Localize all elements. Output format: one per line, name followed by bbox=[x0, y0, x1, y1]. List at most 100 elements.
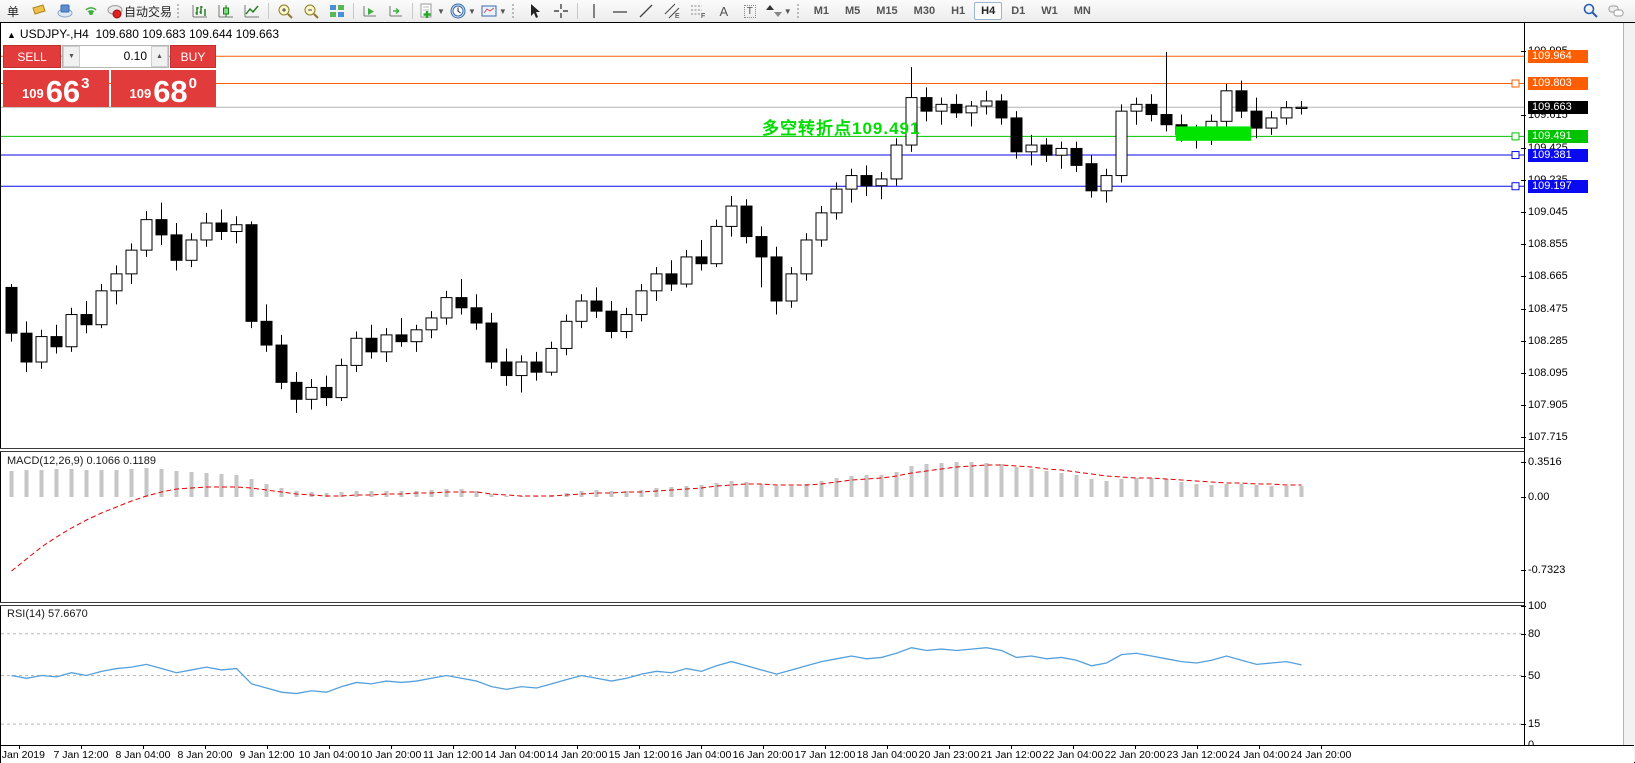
volume-increase-button[interactable]: ▲ bbox=[151, 46, 168, 67]
one-click-trade-panel: SELL ▼ 0.10 ▲ BUY 109 66 3 109 68 0 bbox=[3, 45, 216, 107]
panel-separator[interactable] bbox=[0, 448, 1635, 452]
sell-price-prefix: 109 bbox=[21, 86, 44, 101]
candle-body bbox=[575, 300, 588, 322]
candle-body bbox=[395, 334, 408, 343]
chart-shift-icon[interactable] bbox=[383, 1, 409, 21]
macd-bar bbox=[189, 472, 194, 497]
main-price-chart[interactable] bbox=[1, 23, 1524, 448]
zoom-in-icon[interactable] bbox=[272, 1, 298, 21]
macd-bar bbox=[99, 470, 104, 497]
rsi-axis-tick: 15 bbox=[1520, 718, 1541, 731]
candle-body bbox=[845, 175, 858, 190]
candle-body bbox=[890, 144, 903, 180]
time-axis[interactable]: 6 Jan 2019 7 Jan 12:00 8 Jan 04:00 8 Jan 20… bbox=[0, 745, 1634, 763]
timeframe-MN[interactable]: MN bbox=[1073, 5, 1091, 17]
time-label: 7 Jan 12:00 bbox=[53, 749, 109, 761]
candle-body bbox=[425, 317, 438, 331]
toolbar-grip bbox=[177, 4, 184, 18]
timeframe-M1[interactable]: M1 bbox=[813, 5, 829, 17]
community-icon[interactable] bbox=[52, 1, 78, 21]
time-tick bbox=[205, 746, 206, 749]
timeframe-H4[interactable]: H4 bbox=[974, 2, 1003, 20]
macd-bar bbox=[624, 491, 629, 497]
candle-body bbox=[20, 332, 33, 363]
timeframe-W1[interactable]: W1 bbox=[1041, 5, 1058, 17]
symbol-period-label: USDJPY-,H4 bbox=[19, 27, 89, 41]
periods-button[interactable]: ▼ bbox=[447, 1, 478, 21]
indicators-button[interactable]: ▼ bbox=[416, 1, 447, 21]
panel-separator[interactable] bbox=[0, 602, 1635, 606]
time-label: 16 Jan 20:00 bbox=[732, 749, 794, 761]
collapse-panel-icon[interactable]: ▲ bbox=[7, 30, 16, 40]
candle-body bbox=[440, 297, 453, 319]
time-tick bbox=[1073, 746, 1074, 749]
bar-chart-icon[interactable] bbox=[187, 1, 213, 21]
trendline-icon[interactable] bbox=[633, 1, 659, 21]
candlestick-chart-icon[interactable] bbox=[213, 1, 239, 21]
price-axis[interactable]: 109.995109.615109.425109.235109.045108.8… bbox=[1520, 23, 1633, 751]
vertical-line-icon[interactable] bbox=[581, 1, 607, 21]
macd-bar bbox=[174, 471, 179, 497]
signals-icon[interactable] bbox=[78, 1, 104, 21]
new-order-button[interactable]: 单 bbox=[6, 4, 19, 19]
crosshair-icon[interactable] bbox=[548, 1, 574, 21]
price-tick: 108.475 bbox=[1521, 302, 1568, 315]
candle-body bbox=[530, 361, 543, 373]
macd-bar bbox=[1104, 481, 1109, 497]
sell-button[interactable]: SELL bbox=[3, 45, 61, 68]
macd-axis-tick: 0.00 bbox=[1520, 491, 1550, 503]
timeframe-H1[interactable]: H1 bbox=[951, 5, 966, 17]
text-icon[interactable]: A bbox=[719, 3, 729, 19]
sell-price-display[interactable]: 109 66 3 bbox=[3, 70, 109, 107]
time-label: 6 Jan 2019 bbox=[0, 749, 45, 761]
chat-icon[interactable] bbox=[1603, 1, 1629, 21]
macd-bar bbox=[654, 488, 659, 497]
macd-bar bbox=[999, 464, 1004, 497]
time-tick bbox=[267, 746, 268, 749]
cursor-icon[interactable] bbox=[522, 1, 548, 21]
price-line-label: 109.381 bbox=[1528, 148, 1588, 162]
zoom-out-icon[interactable] bbox=[298, 1, 324, 21]
price-tick: 108.855 bbox=[1521, 238, 1568, 251]
chart-title: ▲ USDJPY-,H4 109.680 109.683 109.644 109.… bbox=[7, 27, 279, 41]
macd-bar bbox=[1134, 478, 1139, 497]
horizontal-line-icon[interactable] bbox=[607, 1, 633, 21]
line-chart-icon[interactable] bbox=[239, 1, 265, 21]
volume-decrease-button[interactable]: ▼ bbox=[63, 46, 80, 67]
buy-price-display[interactable]: 109 68 0 bbox=[110, 70, 216, 107]
price-tick: 107.715 bbox=[1521, 431, 1568, 444]
buy-button[interactable]: BUY bbox=[170, 45, 216, 68]
volume-input[interactable]: 0.10 bbox=[123, 49, 147, 63]
price-line-label: 109.803 bbox=[1528, 77, 1588, 91]
candle-body bbox=[1280, 107, 1293, 119]
auto-scroll-icon[interactable] bbox=[357, 1, 383, 21]
macd-bar bbox=[1164, 479, 1169, 497]
autotrading-button[interactable]: 自动交易 bbox=[104, 1, 174, 21]
search-icon[interactable] bbox=[1577, 1, 1603, 21]
timeframe-M30[interactable]: M30 bbox=[913, 5, 936, 17]
timeframe-D1[interactable]: D1 bbox=[1011, 5, 1026, 17]
metaeditor-icon[interactable] bbox=[26, 1, 52, 21]
candle-body bbox=[1070, 147, 1083, 166]
candle-body bbox=[1025, 144, 1038, 153]
equidistant-channel-icon[interactable]: E bbox=[659, 1, 685, 21]
fibonacci-icon[interactable]: F bbox=[685, 1, 711, 21]
timeframe-M5[interactable]: M5 bbox=[844, 5, 861, 17]
macd-bar bbox=[684, 486, 689, 497]
tile-windows-icon[interactable] bbox=[324, 1, 350, 21]
templates-button[interactable]: ▼ bbox=[478, 1, 509, 21]
macd-indicator-panel[interactable] bbox=[1, 451, 1524, 602]
macd-bar bbox=[729, 481, 734, 497]
time-label: 10 Jan 04:00 bbox=[298, 749, 360, 761]
macd-bar bbox=[1239, 484, 1244, 497]
macd-bar bbox=[849, 476, 854, 497]
rsi-indicator-panel[interactable] bbox=[1, 605, 1524, 745]
pivot-annotation-text[interactable]: 多空转折点109.491 bbox=[762, 119, 921, 138]
candle-body bbox=[230, 224, 243, 232]
window-edge bbox=[1623, 23, 1635, 762]
arrows-tool-button[interactable]: ▼ bbox=[763, 1, 794, 21]
macd-bar bbox=[864, 475, 869, 497]
timeframe-M15[interactable]: M15 bbox=[876, 5, 898, 17]
text-label-icon[interactable]: T bbox=[737, 1, 763, 21]
